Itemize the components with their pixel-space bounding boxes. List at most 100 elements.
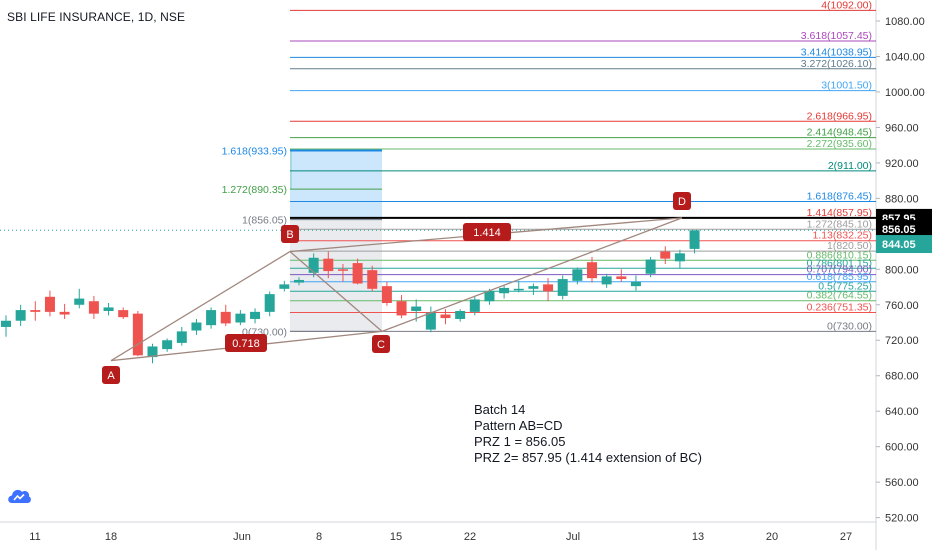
fib-box-shade xyxy=(290,150,292,190)
time-tick-label: 22 xyxy=(464,531,476,543)
fib-level-label: 2.618(966.95) xyxy=(807,110,872,122)
candle-body xyxy=(44,296,55,312)
candle-body xyxy=(543,284,554,292)
time-tick-label: Jun xyxy=(233,531,251,543)
candle-body xyxy=(1,320,11,327)
candle-body xyxy=(132,313,143,356)
time-tick-label: 13 xyxy=(692,531,704,543)
note-line-4: PRZ 2= 857.95 (1.414 extension of BC) xyxy=(474,450,702,465)
pattern-point-badge xyxy=(372,335,390,353)
price-tick-label: 600.00 xyxy=(885,442,919,454)
fib-level-label: 0.5(775.25) xyxy=(818,280,872,292)
candle-body xyxy=(352,263,363,284)
pattern-point-label: C xyxy=(377,339,385,351)
price-tick-label: 960.00 xyxy=(885,122,919,134)
fib-level-label: 1.272(845.10) xyxy=(807,218,872,230)
fib-level-label: 3(1001.50) xyxy=(821,80,872,92)
time-tick-label: 20 xyxy=(766,531,778,543)
fib-level-label: 2.414(948.45) xyxy=(807,127,872,139)
price-tick-label: 720.00 xyxy=(885,335,919,347)
candle-body xyxy=(381,286,392,304)
candle-body xyxy=(528,286,539,289)
candle-body xyxy=(367,270,378,289)
candle-body xyxy=(308,257,319,273)
fib-level-label: 0.786(801.15) xyxy=(807,257,872,269)
candle-body xyxy=(411,306,422,311)
candle-body xyxy=(587,262,597,279)
fib-level-label: 4(1092.00) xyxy=(821,0,872,11)
fib-level-label: 1.618(876.45) xyxy=(807,191,872,203)
pattern-point-badge xyxy=(673,192,691,210)
pattern-point-badge xyxy=(102,366,120,384)
candle-body xyxy=(513,288,524,291)
candle-body xyxy=(440,314,451,319)
candle-body xyxy=(645,259,656,274)
candle-body xyxy=(191,322,202,331)
candle-body xyxy=(660,251,671,259)
candle-body xyxy=(235,313,246,323)
note-line-3: PRZ 1 = 856.05 xyxy=(474,434,566,449)
candle-body xyxy=(572,269,583,281)
price-tick-label: 800.00 xyxy=(885,264,919,276)
pattern-ratio-badge xyxy=(463,223,511,241)
price-tick-label: 1080.00 xyxy=(885,16,925,28)
fib-box-level-label: 1.272(890.35) xyxy=(222,184,287,196)
candle-body xyxy=(630,281,641,287)
price-tick-label: 560.00 xyxy=(885,477,919,489)
fib-level-label: 0.707(794.00) xyxy=(807,264,872,276)
abcd-pattern-line xyxy=(110,217,683,362)
fib-level-label: 0.382(764.55) xyxy=(807,290,872,302)
price-tick-label: 760.00 xyxy=(885,300,919,312)
candle-body xyxy=(279,284,290,289)
fib-level-label: 0.886(810.15) xyxy=(807,249,872,261)
candle-body xyxy=(118,310,129,318)
note-line-1: Batch 14 xyxy=(474,402,526,417)
candle-body xyxy=(455,310,466,319)
candle-body xyxy=(15,310,26,321)
fib-level-label: 2.272(935.60) xyxy=(807,138,872,150)
time-tick-label: 15 xyxy=(390,531,402,543)
fib-level-label: 1.414(857.95) xyxy=(807,207,872,219)
candle-body xyxy=(88,301,99,314)
chart-title: SBI LIFE INSURANCE, 1D, NSE xyxy=(7,10,186,24)
price-tick-label: 640.00 xyxy=(885,406,919,418)
fib-box-upper xyxy=(290,150,382,220)
time-tick-label: Jul xyxy=(566,531,580,543)
fib-level-label: 0.236(751.35) xyxy=(807,301,872,313)
pattern-ratio-badge xyxy=(225,334,267,352)
candle-body xyxy=(30,310,41,312)
candle-body xyxy=(74,298,85,305)
candle-body xyxy=(206,310,217,326)
note-line-2: Pattern AB=CD xyxy=(474,418,563,433)
fib-level-label: 3.414(1038.95) xyxy=(801,46,872,58)
price-tick-label: 680.00 xyxy=(885,371,919,383)
price-tag-box xyxy=(876,235,932,254)
candle-body xyxy=(264,294,275,312)
candle-body xyxy=(484,291,495,302)
price-tag-label: 844.05 xyxy=(882,239,916,251)
candle-body xyxy=(425,312,436,330)
pattern-ratio-label: 0.718 xyxy=(232,338,260,350)
candle-body xyxy=(220,311,231,324)
pattern-point-label: A xyxy=(107,370,115,382)
time-tick-label: 8 xyxy=(316,531,322,543)
price-tick-label: 520.00 xyxy=(885,513,919,525)
candle-body xyxy=(59,311,70,315)
fib-level-label: 3.618(1057.45) xyxy=(801,30,872,42)
candle-body xyxy=(469,299,480,312)
pattern-ratio-label: 1.414 xyxy=(473,227,501,239)
candle-body xyxy=(162,340,173,350)
fib-level-label: 3.272(1026.10) xyxy=(801,58,872,70)
tradingview-cloud-icon[interactable] xyxy=(6,485,32,507)
price-tag-label: 856.05 xyxy=(882,224,916,236)
fib-level-label: 0.618(785.95) xyxy=(807,271,872,283)
candle-body xyxy=(250,311,261,319)
candle-body xyxy=(103,307,114,311)
fib-level-label: 1.13(832.25) xyxy=(812,230,872,242)
candle-body xyxy=(601,276,612,285)
candle-body xyxy=(674,253,685,262)
candle-body xyxy=(499,287,510,294)
candle-body xyxy=(689,230,700,249)
candle-body xyxy=(323,258,334,272)
